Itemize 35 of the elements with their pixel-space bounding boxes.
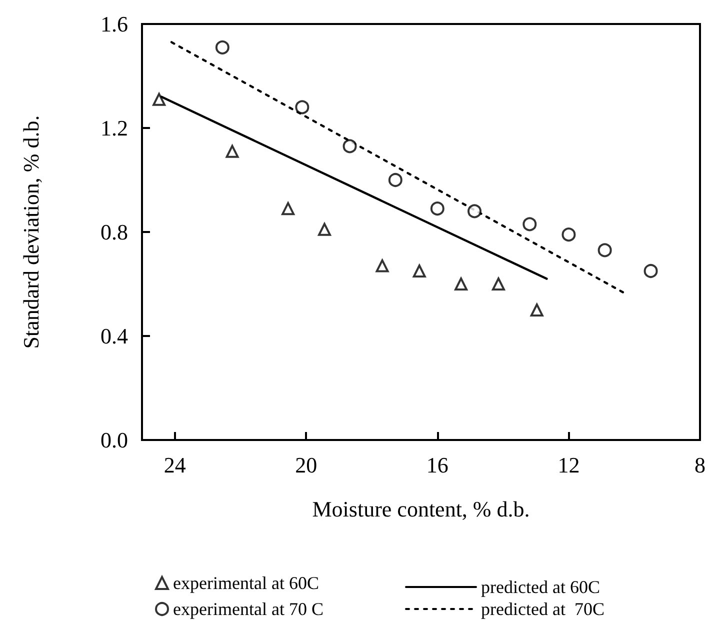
point: [226, 144, 239, 158]
point: [562, 228, 576, 242]
point: [342, 139, 357, 154]
y-tick-label: 1.2: [100, 116, 128, 140]
y-tick-label: 0.4: [100, 324, 128, 348]
y-axis-title: Standard deviation, % d.b.: [18, 115, 44, 349]
legend-label: experimental at 70 C: [173, 599, 324, 619]
point: [295, 100, 310, 114]
point: [598, 243, 612, 258]
y-tick-label: 1.6: [100, 12, 128, 36]
point: [318, 222, 331, 236]
x-tick-label: 20: [295, 452, 318, 478]
x-tick-label: 12: [558, 452, 580, 478]
point: [388, 173, 402, 187]
point: [412, 264, 426, 278]
point: [376, 259, 389, 272]
x-tick-label: 24: [164, 452, 186, 478]
point: [215, 40, 230, 54]
legend-label: experimental at 60C: [173, 573, 319, 593]
legend-label: predicted at 70C: [481, 599, 604, 619]
x-axis-title: Moisture content, % d.b.: [312, 496, 530, 522]
point: [468, 204, 482, 218]
point: [644, 264, 658, 278]
point: [522, 217, 537, 232]
point: [430, 202, 444, 216]
x-tick-label: 8: [694, 452, 706, 478]
legend-label: predicted at 60C: [481, 577, 600, 597]
y-tick-label: 0.8: [100, 220, 128, 244]
point: [530, 304, 544, 316]
point: [492, 278, 505, 290]
y-tick-label: 0.0: [100, 428, 128, 452]
point: [282, 202, 295, 216]
x-tick-label: 16: [426, 452, 448, 478]
point: [152, 92, 166, 106]
point: [454, 278, 468, 290]
